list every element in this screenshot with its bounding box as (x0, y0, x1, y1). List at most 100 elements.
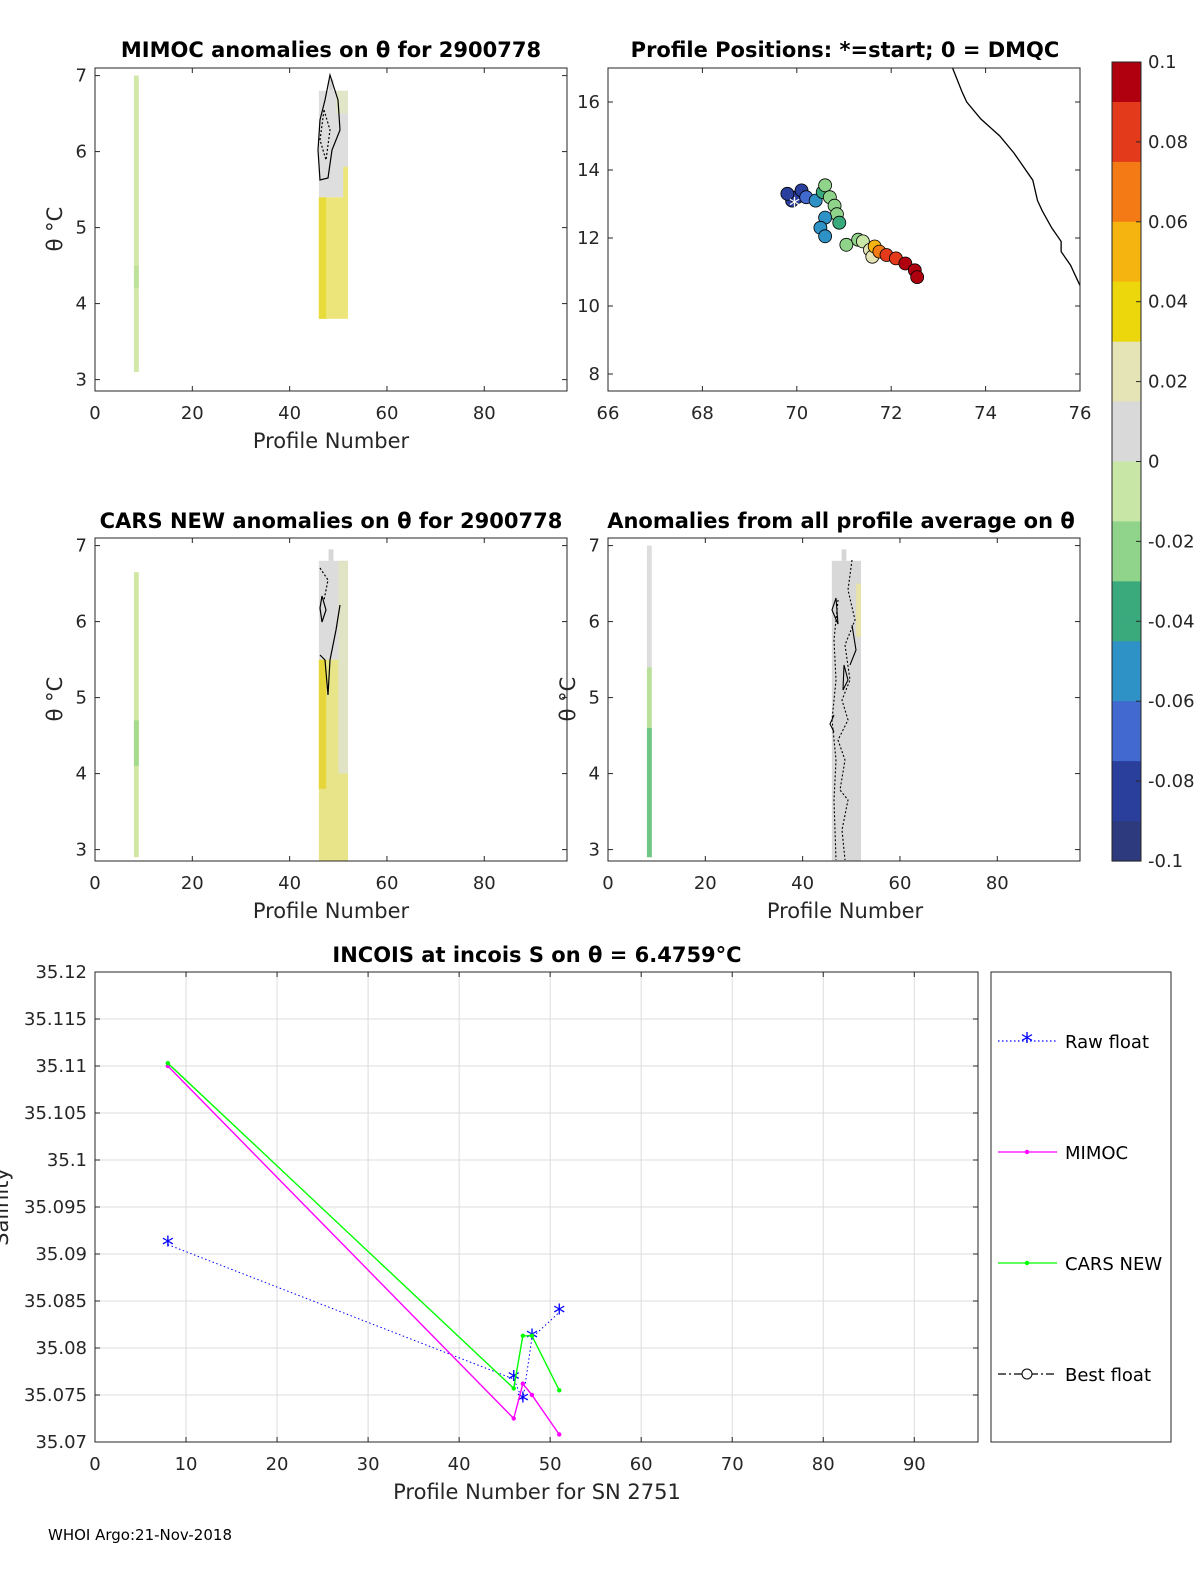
cars-panel-title: CARS NEW anomalies on θ for 2900778 (100, 509, 563, 533)
x-tick-label: 74 (974, 403, 997, 424)
cars-contour-solid (319, 604, 341, 696)
profile-positions-panel: Profile Positions: *=start; 0 = DMQC * 6… (577, 38, 1091, 424)
colorbar-band (1112, 201, 1141, 223)
y-tick-label: 35.11 (35, 1056, 87, 1077)
colorbar-band (1112, 821, 1141, 842)
legend-label-raw-float: Raw float (1065, 1032, 1149, 1053)
colorbar-band (1112, 761, 1141, 782)
colorbar-band (1112, 181, 1141, 203)
x-tick-label: 66 (597, 403, 620, 424)
incois-xlabel: Profile Number for SN 2751 (393, 1480, 681, 1504)
raw-float-series-line (167, 1244, 560, 1403)
colorbar-band (1112, 681, 1141, 702)
cars-contour-closed (319, 595, 327, 623)
heatmap-cell (318, 197, 327, 319)
average-panel-title: Anomalies from all profile average on θ (607, 509, 1075, 533)
y-tick-label: 6 (76, 142, 87, 163)
y-tick-label: 7 (76, 536, 87, 557)
colorbar-band (1112, 581, 1141, 602)
legend-label-cars-new: CARS NEW (1065, 1254, 1162, 1275)
cars-ylabel: θ °C (43, 677, 67, 722)
mimoc-series-line (167, 1065, 560, 1435)
x-tick-label: 80 (473, 873, 496, 894)
y-tick-label: 35.115 (24, 1009, 87, 1030)
y-tick-label: 8 (589, 364, 600, 385)
heatmap-cell (133, 572, 139, 858)
colorbar-band (1112, 361, 1141, 383)
mimoc-anomaly-panel: MIMOC anomalies on θ for 2900778 0 20 40 60… (43, 38, 568, 453)
colorbar-band (1112, 381, 1141, 403)
colorbar-band (1112, 801, 1141, 822)
x-tick-label: 50 (539, 1454, 562, 1475)
cars-axes-box (94, 537, 568, 862)
y-tick-label: 5 (76, 688, 87, 709)
average-contour-solid-b (842, 664, 849, 691)
x-tick-label: 60 (889, 873, 912, 894)
colorbar-band (1112, 541, 1141, 562)
y-tick-label: 16 (577, 92, 600, 113)
mimoc-point (520, 1381, 526, 1386)
heatmap-cell (338, 560, 349, 774)
incois-panel-title: INCOIS at incois S on θ = 6.4759°C (332, 943, 741, 967)
heatmap-cell (328, 549, 334, 561)
legend-label-mimoc: MIMOC (1065, 1143, 1128, 1164)
heatmap-cell (133, 720, 139, 766)
colorbar-band (1112, 161, 1141, 183)
profile-position-marker (818, 229, 833, 244)
colorbar-tick-label: -0.08 (1148, 771, 1195, 792)
x-tick-label: 20 (181, 403, 204, 424)
legend-box (990, 971, 1172, 1443)
positions-panel-title: Profile Positions: *=start; 0 = DMQC (631, 38, 1060, 62)
mimoc-ylabel: θ °C (43, 207, 67, 252)
x-tick-label: 90 (903, 1454, 926, 1475)
colorbar-band (1112, 421, 1141, 443)
coastline (951, 68, 1080, 286)
cars-new-point (520, 1333, 526, 1338)
x-tick-label: 20 (181, 873, 204, 894)
average-contour-solid-a (831, 597, 839, 625)
colorbar-tick-label: 0.02 (1148, 372, 1188, 393)
legend-marker-raw-float: * (1021, 1028, 1033, 1056)
mimoc-contours (317, 72, 341, 181)
profile-position-marker (832, 215, 847, 230)
y-tick-label: 6 (589, 612, 600, 633)
cars-contours (319, 567, 341, 696)
profile-position-marker (818, 178, 833, 193)
y-tick-label: 6 (76, 612, 87, 633)
colorbar-tick-label: -0.04 (1148, 611, 1195, 632)
colorbar-band (1112, 101, 1141, 123)
mimoc-panel-title: MIMOC anomalies on θ for 2900778 (121, 38, 541, 62)
y-tick-label: 35.075 (24, 1385, 87, 1406)
heatmap-cell (343, 166, 349, 243)
y-tick-label: 3 (76, 370, 87, 391)
y-tick-label: 12 (577, 228, 600, 249)
mimoc-contour-dotted (319, 109, 331, 161)
colorbar-band (1112, 441, 1141, 463)
mimoc-contour-solid (317, 72, 341, 181)
colorbar-band (1112, 341, 1141, 363)
colorbar-tick-label: -0.06 (1148, 691, 1195, 712)
average-contour-solid-d (849, 624, 857, 666)
positions-axes-box (607, 67, 1081, 392)
x-tick-label: 72 (880, 403, 903, 424)
y-tick-label: 7 (589, 536, 600, 557)
cars-xlabel: Profile Number (253, 899, 410, 923)
average-ylabel: θ °C (556, 677, 580, 722)
x-tick-label: 70 (721, 1454, 744, 1475)
y-tick-label: 3 (76, 840, 87, 861)
heatmap-cell (133, 75, 139, 372)
y-tick-label: 7 (76, 66, 87, 87)
colorbar-tick-label: 0.08 (1148, 132, 1188, 153)
x-tick-label: 0 (89, 873, 100, 894)
y-tick-label: 5 (76, 218, 87, 239)
colorbar-band (1112, 641, 1141, 662)
x-tick-label: 40 (278, 403, 301, 424)
x-tick-label: 80 (986, 873, 1009, 894)
colorbar-band (1112, 461, 1141, 483)
cars-new-point (511, 1386, 516, 1391)
x-tick-label: 60 (376, 403, 399, 424)
x-tick-label: 80 (473, 403, 496, 424)
colorbar-tick-label: 0.06 (1148, 212, 1188, 233)
x-tick-label: 0 (89, 1454, 100, 1475)
